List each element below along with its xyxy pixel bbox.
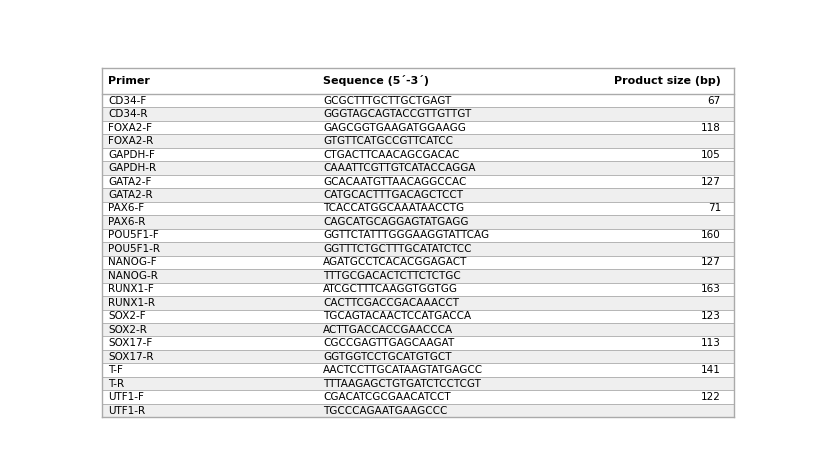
Text: CAAATTCGTTGTCATACCAGGA: CAAATTCGTTGTCATACCAGGA: [323, 163, 475, 173]
Text: Primer: Primer: [108, 76, 150, 86]
Text: GAGCGGTGAAGATGGAAGG: GAGCGGTGAAGATGGAAGG: [323, 123, 466, 132]
Bar: [102, 148, 734, 161]
Text: SOX2-R: SOX2-R: [108, 325, 147, 335]
Text: TGCAGTACAACTCCATGACCA: TGCAGTACAACTCCATGACCA: [323, 311, 471, 321]
Text: 122: 122: [701, 392, 720, 402]
Text: 123: 123: [701, 311, 720, 321]
Text: CAGCATGCAGGAGTATGAGG: CAGCATGCAGGAGTATGAGG: [323, 217, 469, 227]
Text: FOXA2-F: FOXA2-F: [108, 123, 152, 132]
Text: CD34-R: CD34-R: [108, 109, 148, 119]
Text: GGGTAGCAGTACCGTTGTTGT: GGGTAGCAGTACCGTTGTTGT: [323, 109, 471, 119]
Text: CACTTCGACCGACAAACCT: CACTTCGACCGACAAACCT: [323, 298, 459, 308]
Bar: [102, 215, 734, 228]
Text: GCACAATGTTAACAGGCCAC: GCACAATGTTAACAGGCCAC: [323, 176, 466, 186]
Text: POU5F1-F: POU5F1-F: [108, 230, 159, 240]
Text: PAX6-F: PAX6-F: [108, 203, 144, 213]
Text: ACTTGACCACCGAACCCA: ACTTGACCACCGAACCCA: [323, 325, 453, 335]
Bar: [102, 228, 734, 242]
Text: GATA2-R: GATA2-R: [108, 190, 153, 200]
Bar: [102, 282, 734, 296]
Text: 118: 118: [701, 123, 720, 132]
Text: T-R: T-R: [108, 379, 125, 389]
Text: CGACATCGCGAACATCCT: CGACATCGCGAACATCCT: [323, 392, 451, 402]
Text: NANOG-F: NANOG-F: [108, 257, 156, 267]
Text: 127: 127: [701, 257, 720, 267]
Bar: [102, 94, 734, 107]
Text: CD34-F: CD34-F: [108, 96, 147, 105]
Text: GGTTTCTGCTTTGCATATCTCC: GGTTTCTGCTTTGCATATCTCC: [323, 244, 471, 254]
Bar: [102, 255, 734, 269]
Text: Product size (bp): Product size (bp): [614, 76, 720, 86]
Bar: [102, 121, 734, 134]
Text: 113: 113: [701, 338, 720, 348]
Text: GATA2-F: GATA2-F: [108, 176, 152, 186]
Bar: [102, 188, 734, 201]
Text: GGTGGTCCTGCATGTGCT: GGTGGTCCTGCATGTGCT: [323, 352, 452, 362]
Bar: [102, 242, 734, 255]
Text: RUNX1-F: RUNX1-F: [108, 284, 154, 294]
Bar: [102, 363, 734, 377]
Text: 163: 163: [701, 284, 720, 294]
Text: GAPDH-R: GAPDH-R: [108, 163, 156, 173]
Text: 160: 160: [701, 230, 720, 240]
Bar: [102, 107, 734, 121]
Bar: [102, 175, 734, 188]
Bar: [102, 390, 734, 404]
Bar: [102, 201, 734, 215]
Text: TTTGCGACACTCTTCTCTGC: TTTGCGACACTCTTCTCTGC: [323, 271, 460, 281]
Bar: [102, 323, 734, 336]
Text: 71: 71: [707, 203, 720, 213]
Text: 67: 67: [707, 96, 720, 105]
Text: POU5F1-R: POU5F1-R: [108, 244, 161, 254]
Text: UTF1-F: UTF1-F: [108, 392, 144, 402]
Bar: [102, 269, 734, 282]
Text: PAX6-R: PAX6-R: [108, 217, 146, 227]
Text: GCGCTTTGCTTGCTGAGT: GCGCTTTGCTTGCTGAGT: [323, 96, 452, 105]
Bar: [102, 161, 734, 175]
Text: SOX17-F: SOX17-F: [108, 338, 152, 348]
Text: TTTAAGAGCTGTGATCTCCTCGT: TTTAAGAGCTGTGATCTCCTCGT: [323, 379, 481, 389]
Text: NANOG-R: NANOG-R: [108, 271, 158, 281]
Text: RUNX1-R: RUNX1-R: [108, 298, 155, 308]
Text: 105: 105: [701, 149, 720, 159]
Bar: [102, 336, 734, 350]
Bar: [102, 68, 734, 94]
Text: AACTCCTTGCATAAGTATGAGCC: AACTCCTTGCATAAGTATGAGCC: [323, 365, 483, 375]
Text: GGTTCTATTTGGGAAGGTATTCAG: GGTTCTATTTGGGAAGGTATTCAG: [323, 230, 489, 240]
Text: 127: 127: [701, 176, 720, 186]
Text: GTGTTCATGCCGTTCATCC: GTGTTCATGCCGTTCATCC: [323, 136, 453, 146]
Text: FOXA2-R: FOXA2-R: [108, 136, 153, 146]
Text: CATGCACTTTGACAGCTCCT: CATGCACTTTGACAGCTCCT: [323, 190, 463, 200]
Text: AGATGCCTCACACGGAGACT: AGATGCCTCACACGGAGACT: [323, 257, 467, 267]
Text: CGCCGAGTTGAGCAAGAT: CGCCGAGTTGAGCAAGAT: [323, 338, 454, 348]
Text: T-F: T-F: [108, 365, 123, 375]
Text: CTGACTTCAACAGCGACAC: CTGACTTCAACAGCGACAC: [323, 149, 460, 159]
Text: SOX2-F: SOX2-F: [108, 311, 146, 321]
Bar: [102, 134, 734, 148]
Text: GAPDH-F: GAPDH-F: [108, 149, 155, 159]
Bar: [102, 309, 734, 323]
Bar: [102, 350, 734, 363]
Text: UTF1-R: UTF1-R: [108, 405, 145, 416]
Text: ATCGCTTTCAAGGTGGTGG: ATCGCTTTCAAGGTGGTGG: [323, 284, 458, 294]
Bar: [102, 377, 734, 390]
Bar: [102, 296, 734, 309]
Text: SOX17-R: SOX17-R: [108, 352, 154, 362]
Text: Sequence (5´-3´): Sequence (5´-3´): [323, 75, 429, 86]
Bar: [102, 404, 734, 417]
Text: 141: 141: [701, 365, 720, 375]
Text: TGCCCAGAATGAAGCCC: TGCCCAGAATGAAGCCC: [323, 405, 447, 416]
Text: TCACCATGGCAAATAACCTG: TCACCATGGCAAATAACCTG: [323, 203, 464, 213]
